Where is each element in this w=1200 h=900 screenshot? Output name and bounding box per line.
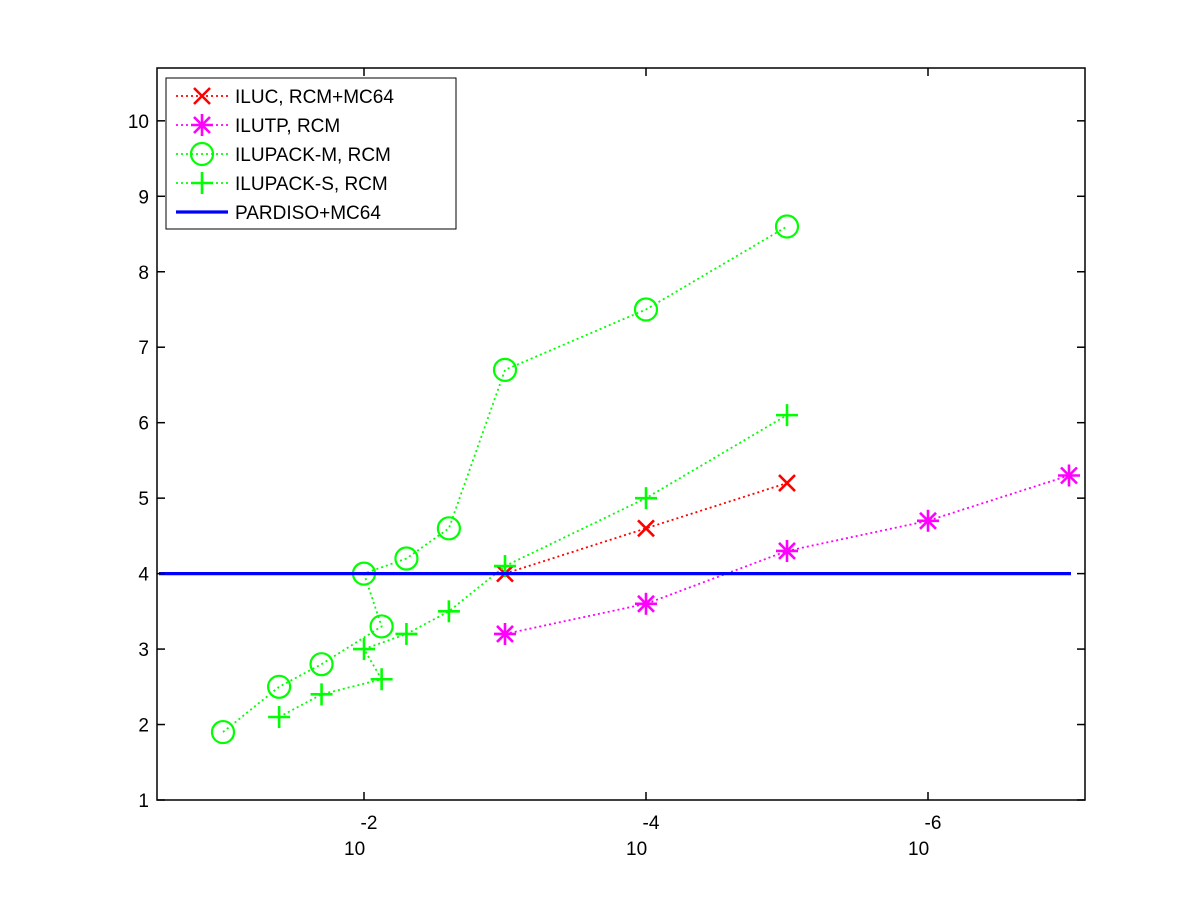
- x-tick-label-exponent: -6: [925, 813, 942, 834]
- series-2: [210, 214, 800, 745]
- data-point: [635, 592, 657, 615]
- marker-ast-b: [193, 116, 211, 134]
- marker-ast-b: [637, 594, 655, 613]
- data-point: [776, 539, 798, 562]
- marker-circle: [633, 297, 659, 322]
- y-tick-label: 3: [138, 640, 149, 661]
- data-point: [778, 474, 796, 492]
- legend-marker: [193, 87, 211, 105]
- marker-ast-b: [1060, 466, 1078, 485]
- data-point: [394, 546, 419, 571]
- y-tick-label: 8: [138, 263, 149, 284]
- axes-layer: 1 2 3 4 5 6 7 8 9 10 10 -2 10 -4 10 -6: [128, 67, 1086, 860]
- marker-circle: [189, 141, 215, 167]
- marker-x-b: [637, 519, 655, 538]
- y-tick-label: 2: [138, 716, 149, 737]
- y-tick-label: 10: [128, 112, 149, 133]
- marker-x-b: [778, 474, 796, 492]
- data-point: [633, 297, 659, 322]
- x-tick-label-base: 10: [908, 839, 929, 860]
- y-tick-label: 9: [138, 187, 149, 208]
- series-1: [494, 464, 1080, 645]
- marker-circle: [267, 674, 292, 699]
- marker-ast-b: [496, 625, 514, 643]
- series-3: [268, 404, 798, 728]
- y-tick-label: 6: [138, 414, 149, 435]
- legend-entry: ILUC, RCM+MC64: [176, 87, 394, 108]
- data-point: [774, 214, 800, 239]
- marker-circle: [309, 652, 334, 677]
- x-tick-label-exponent: -2: [361, 813, 378, 834]
- legend-box: [165, 77, 457, 230]
- x-tick-label-exponent: -4: [643, 813, 660, 834]
- data-point: [369, 614, 394, 639]
- legend-label: ILUPACK-M, RCM: [235, 145, 391, 166]
- series-layer: [159, 214, 1080, 745]
- data-point: [210, 719, 236, 745]
- legend-marker: [191, 172, 213, 194]
- legend-label: ILUTP, RCM: [235, 116, 340, 137]
- series-line: [504, 482, 788, 575]
- legend-label: ILUC, RCM+MC64: [235, 87, 394, 108]
- series-0: [496, 474, 796, 583]
- marker-ast-b: [919, 511, 937, 530]
- data-point: [437, 600, 460, 623]
- data-point: [370, 668, 393, 691]
- data-point: [492, 357, 518, 382]
- marker-circle: [774, 214, 800, 239]
- data-point: [353, 638, 375, 661]
- data-point: [436, 516, 461, 541]
- marker-circle: [210, 719, 236, 745]
- legend-entry: ILUPACK-M, RCM: [176, 141, 391, 167]
- data-point: [494, 622, 516, 645]
- y-tick-label: 5: [138, 489, 149, 510]
- marker-x-b: [193, 87, 211, 105]
- legend-label: ILUPACK-S, RCM: [235, 174, 388, 195]
- data-point: [310, 683, 333, 706]
- legend: ILUC, RCM+MC64 ILUTP, RCM ILUPACK-M, RCM IL…: [165, 77, 457, 230]
- data-point: [776, 404, 798, 427]
- legend-marker: [189, 141, 215, 167]
- marker-circle: [436, 516, 461, 541]
- data-point: [1058, 464, 1080, 487]
- y-tick-label: 1: [138, 791, 149, 812]
- legend-entry: ILUPACK-S, RCM: [176, 172, 388, 195]
- marker-ast-b: [778, 542, 796, 560]
- marker-circle: [394, 546, 419, 571]
- data-point: [395, 622, 418, 645]
- data-point: [637, 519, 655, 538]
- marker-circle: [369, 614, 394, 639]
- legend-entry: PARDISO+MC64: [176, 203, 381, 224]
- x-tick-label-base: 10: [344, 839, 365, 860]
- y-tick-label: 4: [138, 565, 149, 586]
- x-tick-label-base: 10: [626, 839, 647, 860]
- data-point: [268, 705, 291, 728]
- data-point: [267, 674, 292, 699]
- legend-entry: ILUTP, RCM: [176, 114, 340, 137]
- legend-marker: [191, 114, 213, 136]
- series-line: [222, 225, 788, 733]
- data-point: [309, 652, 334, 677]
- y-tick-label: 7: [138, 338, 149, 359]
- marker-circle: [492, 357, 518, 382]
- data-point: [635, 487, 657, 510]
- data-point: [917, 509, 939, 532]
- axes-frame: [156, 67, 1086, 801]
- legend-label: PARDISO+MC64: [235, 203, 381, 224]
- series-line: [504, 474, 1070, 635]
